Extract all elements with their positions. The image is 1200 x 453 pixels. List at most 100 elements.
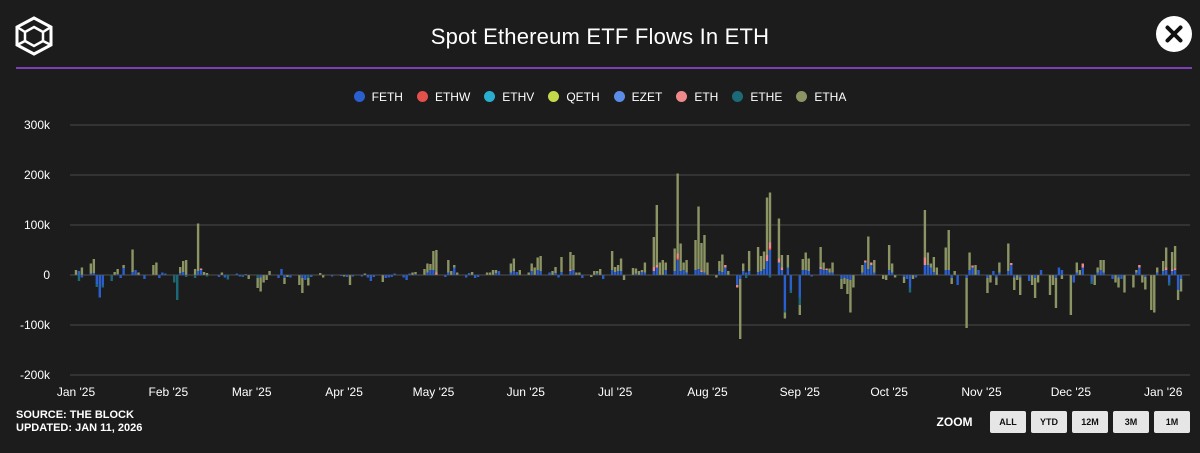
- bar-segment-eth: [656, 265, 658, 268]
- bar-segment-eth: [1082, 264, 1084, 268]
- bar-segment-etha: [936, 268, 938, 276]
- bar-segment-etha: [90, 264, 92, 274]
- bar-segment-feth: [891, 273, 893, 276]
- bar-segment-ethe: [909, 288, 911, 293]
- zoom-controls: ZOOM ALL YTD 12M 3M 1M: [937, 411, 1190, 435]
- bar-segment-etha: [799, 305, 801, 315]
- bar-segment-etha: [697, 207, 699, 270]
- legend-item-eth[interactable]: ETH: [676, 90, 718, 104]
- bar-segment-ethe: [790, 290, 792, 293]
- zoom-button-all[interactable]: ALL: [990, 411, 1026, 433]
- bar-segment-feth: [531, 271, 533, 275]
- source-info: SOURCE: THE BLOCK UPDATED: JAN 11, 2026: [16, 409, 142, 435]
- bar-segment-feth: [283, 275, 285, 278]
- bar-segment-feth: [259, 275, 261, 278]
- bar-segment-feth: [370, 275, 372, 281]
- bar-segment-etha: [137, 273, 139, 276]
- legend-item-ethw[interactable]: ETHW: [417, 90, 470, 104]
- bar-segment-etha: [596, 271, 598, 274]
- bar-segment-etha: [593, 271, 595, 275]
- bar-segment-eth: [971, 266, 973, 268]
- zoom-button-1m[interactable]: 1M: [1154, 411, 1190, 433]
- bar-segment-etha: [81, 268, 83, 276]
- bar-segment-feth: [143, 275, 145, 279]
- bar-segment-etha: [426, 264, 428, 273]
- bar-segment-etha: [429, 264, 431, 270]
- bar-segment-etha: [578, 273, 580, 276]
- bar-segment-feth: [784, 275, 786, 310]
- bar-segment-feth: [1162, 271, 1164, 275]
- zoom-button-3m[interactable]: 3M: [1113, 411, 1149, 433]
- bar-segment-etha: [632, 268, 634, 275]
- bar-segment-etha: [456, 273, 458, 276]
- bar-segment-etha: [694, 240, 696, 270]
- bar-segment-etha: [1007, 244, 1009, 272]
- bar-segment-feth: [465, 275, 467, 278]
- bar-segment-etha: [75, 270, 77, 275]
- bar-segment-feth: [930, 268, 932, 276]
- bar-segment-feth: [802, 270, 804, 275]
- bar-segment-eth: [769, 243, 771, 249]
- legend-label: QETH: [566, 90, 599, 104]
- bar-segment-etha: [641, 270, 643, 272]
- bar-segment-feth: [602, 275, 604, 279]
- bar-segment-etha: [822, 263, 824, 271]
- bar-segment-etha: [495, 270, 497, 273]
- bar-segment-etha: [569, 252, 571, 270]
- bar-segment-etha: [182, 261, 184, 272]
- bar-segment-ethe: [307, 275, 309, 278]
- bar-segment-etha: [846, 279, 848, 294]
- bar-segment-etha: [1031, 275, 1033, 285]
- bar-segment-feth: [808, 271, 810, 275]
- bar-segment-etha: [703, 235, 705, 273]
- y-tick-label: -100k: [20, 318, 51, 332]
- bar-segment-eth: [924, 258, 926, 266]
- close-button[interactable]: [1156, 16, 1192, 52]
- bar-segment-etha: [644, 263, 646, 273]
- legend-item-qeth[interactable]: QETH: [548, 90, 599, 104]
- bar-segment-etha: [486, 273, 488, 276]
- bar-segment-etha: [700, 243, 702, 271]
- bar-segment-etha: [322, 275, 324, 278]
- bar-segment-etha: [432, 251, 434, 270]
- bar-segment-ethe: [176, 275, 178, 300]
- bar-segment-etha: [808, 259, 810, 272]
- bar-segment-etha: [614, 267, 616, 272]
- bar-segment-etha: [903, 277, 905, 283]
- bar-segment-feth: [161, 273, 163, 276]
- bar-segment-etha: [93, 259, 95, 273]
- zoom-button-12m[interactable]: 12M: [1072, 411, 1108, 433]
- bar-segment-feth: [742, 271, 744, 275]
- bar-segment-etha: [849, 280, 851, 313]
- bar-segment-feth: [748, 271, 750, 275]
- bar-segment-feth: [653, 271, 655, 275]
- legend-item-ethe[interactable]: ETHE: [732, 90, 782, 104]
- bar-segment-feth: [718, 271, 720, 275]
- bar-segment-eth: [724, 265, 726, 268]
- bar-segment-ethe: [111, 275, 113, 281]
- bar-segment-etha: [781, 255, 783, 268]
- legend-item-ezet[interactable]: EZET: [614, 90, 663, 104]
- bar-segment-etha: [1165, 248, 1167, 268]
- zoom-button-ytd[interactable]: YTD: [1031, 411, 1067, 433]
- bar-segment-etha: [194, 269, 196, 275]
- bar-segment-feth: [1165, 270, 1167, 275]
- bar-segment-etha: [1093, 275, 1095, 285]
- bar-segment-etha: [179, 267, 181, 273]
- legend-item-ethv[interactable]: ETHV: [484, 90, 534, 104]
- bar-segment-etha: [882, 275, 884, 279]
- legend-item-etha[interactable]: ETHA: [796, 90, 846, 104]
- bar-segment-feth: [992, 271, 994, 275]
- bar-segment-feth: [99, 275, 101, 298]
- bar-segment-feth: [617, 271, 619, 275]
- bar-segment-etha: [1076, 263, 1078, 273]
- bar-segment-ethe: [256, 275, 258, 278]
- bar-segment-feth: [447, 273, 449, 276]
- bar-segment-feth: [956, 275, 958, 285]
- bar-segment-etha: [828, 269, 830, 273]
- legend-item-feth[interactable]: FETH: [354, 90, 403, 104]
- bar-segment-etha: [533, 268, 535, 276]
- bar-segment-etha: [447, 260, 449, 273]
- bar-segment-etha: [262, 275, 264, 283]
- bar-segment-etha: [1013, 278, 1015, 291]
